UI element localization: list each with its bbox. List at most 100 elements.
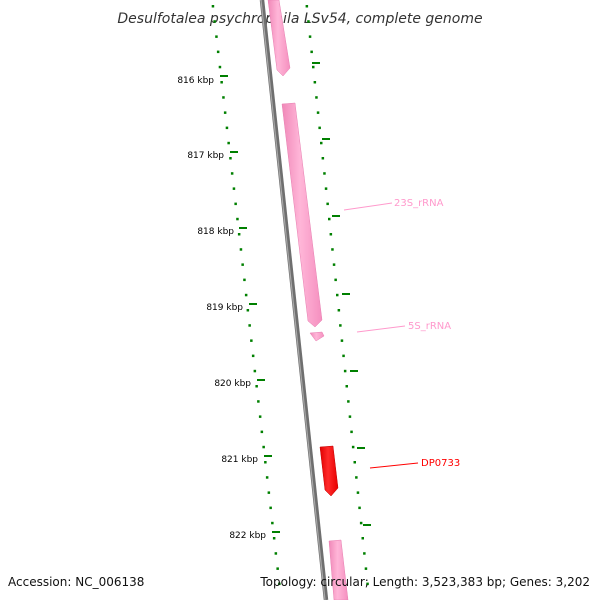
outer-tick-dot <box>348 415 352 418</box>
map-title: Desulfotalea psychrophila LSv54, complet… <box>117 11 482 27</box>
outer-tick-dot <box>358 506 361 510</box>
outer-tick-dot <box>353 461 356 464</box>
inner-tick-dot <box>250 339 253 342</box>
outer-tick-dot <box>336 293 339 297</box>
outer-tick-dot <box>320 141 323 145</box>
outer-tick-dot <box>359 521 363 525</box>
tick-821: 821 kbp <box>221 455 272 465</box>
inner-tick-dot <box>248 324 251 327</box>
inner-tick-dot <box>244 293 248 297</box>
inner-tick-dot <box>251 354 255 358</box>
outer-tick-dot <box>363 552 366 555</box>
inner-tick-dot <box>229 157 232 160</box>
outer-tick-dot <box>361 537 364 540</box>
tick-817: 817 kbp <box>187 151 238 161</box>
inner-tick-dot <box>267 491 271 494</box>
inner-tick-dot <box>262 445 265 449</box>
inner-tick-dot <box>278 582 281 586</box>
inner-tick-dot <box>223 111 227 114</box>
rrna-23s-feature <box>281 102 323 328</box>
tick-820: 820 kbp <box>214 379 265 389</box>
outer-tick-dot <box>326 202 329 206</box>
inner-tick-dot <box>234 202 237 206</box>
tick-816: 816 kbp <box>177 75 228 86</box>
outer-tick-dot <box>345 385 348 388</box>
inner-tick-dot <box>258 415 262 418</box>
rrna-feature-bottom <box>328 539 349 600</box>
inner-tick-dot <box>237 233 241 236</box>
genome-backbone <box>259 0 329 600</box>
tick-label-822: 822 kbp <box>229 531 266 541</box>
outer-tick-dot <box>328 217 331 221</box>
rrna-feature-top <box>267 0 291 77</box>
inner-tick-dot <box>271 521 274 525</box>
outer-major-ticks <box>312 62 371 526</box>
inner-tick-dot <box>225 126 229 130</box>
outer-tick-dot <box>313 81 317 84</box>
outer-tick-dot <box>355 476 358 479</box>
inner-tick-dot <box>230 172 234 175</box>
tick-dots <box>211 5 369 586</box>
inner-tick-dot <box>257 400 260 403</box>
feature-label-dp0733: DP0733 <box>421 458 460 469</box>
outer-tick-dot <box>305 5 309 8</box>
feature-dp0733: DP0733 <box>369 458 460 469</box>
inner-tick-dot <box>220 81 223 84</box>
outer-tick-dot <box>366 582 369 586</box>
genome-summary-text: Topology: circular; Length: 3,523,383 bp… <box>259 575 590 589</box>
inner-tick-dot <box>265 476 269 479</box>
inner-tick-dot <box>246 309 250 312</box>
inner-tick-dot <box>236 217 239 221</box>
outer-tick-dot <box>318 126 321 130</box>
outer-tick-dot <box>351 445 355 449</box>
tick-label-817: 817 kbp <box>187 151 224 161</box>
outer-tick-dot <box>350 430 353 434</box>
outer-tick-dot <box>347 400 350 403</box>
tick-label-816: 816 kbp <box>177 76 214 86</box>
outer-tick-dot <box>312 65 315 69</box>
inner-tick-dot <box>264 461 267 464</box>
tick-label-820: 820 kbp <box>214 379 251 389</box>
inner-tick-dot <box>243 278 246 282</box>
feature-5s-rrna: 5S_rRNA <box>356 321 451 333</box>
inner-tick-dot <box>211 5 215 8</box>
outer-tick-dot <box>334 278 337 282</box>
inner-tick-dot <box>269 506 272 510</box>
outer-tick-dot <box>308 35 312 38</box>
inner-tick-dot <box>276 567 279 570</box>
outer-tick-dot <box>324 187 328 190</box>
gene-dp0733-feature <box>319 445 339 497</box>
inner-tick-dot <box>260 430 264 434</box>
outer-tick-dot <box>315 96 318 99</box>
genome-backbone-highlight <box>260 0 326 600</box>
outer-tick-dot <box>340 339 344 342</box>
inner-tick-dot <box>215 35 218 38</box>
outer-tick-dot <box>307 20 310 23</box>
tick-label-818: 818 kbp <box>197 227 234 237</box>
inner-tick-dot <box>239 248 243 251</box>
feature-label-23s-rrna: 23S_rRNA <box>394 198 444 209</box>
outer-tick-dot <box>331 248 334 251</box>
outer-tick-dot <box>339 324 342 327</box>
tick-label-819: 819 kbp <box>206 303 243 313</box>
accession-text: Accession: NC_006138 <box>8 575 144 589</box>
rrna-5s-feature <box>309 331 325 342</box>
inner-tick-dot <box>227 141 230 145</box>
tick-822: 822 kbp <box>229 531 280 541</box>
outer-tick-dot <box>316 111 320 114</box>
outer-tick-dot <box>364 567 368 570</box>
inner-tick-dot <box>222 96 225 99</box>
outer-tick-dot <box>342 354 345 358</box>
outer-tick-dot <box>343 369 347 373</box>
outer-tick-dot <box>321 157 325 160</box>
inner-tick-dot <box>213 20 216 23</box>
outer-tick-dot <box>337 309 341 312</box>
outer-tick-dot <box>329 233 333 236</box>
outer-tick-dot <box>323 172 326 175</box>
outer-tick-dot <box>356 491 360 494</box>
inner-tick-dot <box>216 50 220 54</box>
outer-tick-dot <box>332 263 336 266</box>
inner-tick-dot <box>274 552 278 555</box>
feature-label-5s-rrna: 5S_rRNA <box>408 321 451 332</box>
